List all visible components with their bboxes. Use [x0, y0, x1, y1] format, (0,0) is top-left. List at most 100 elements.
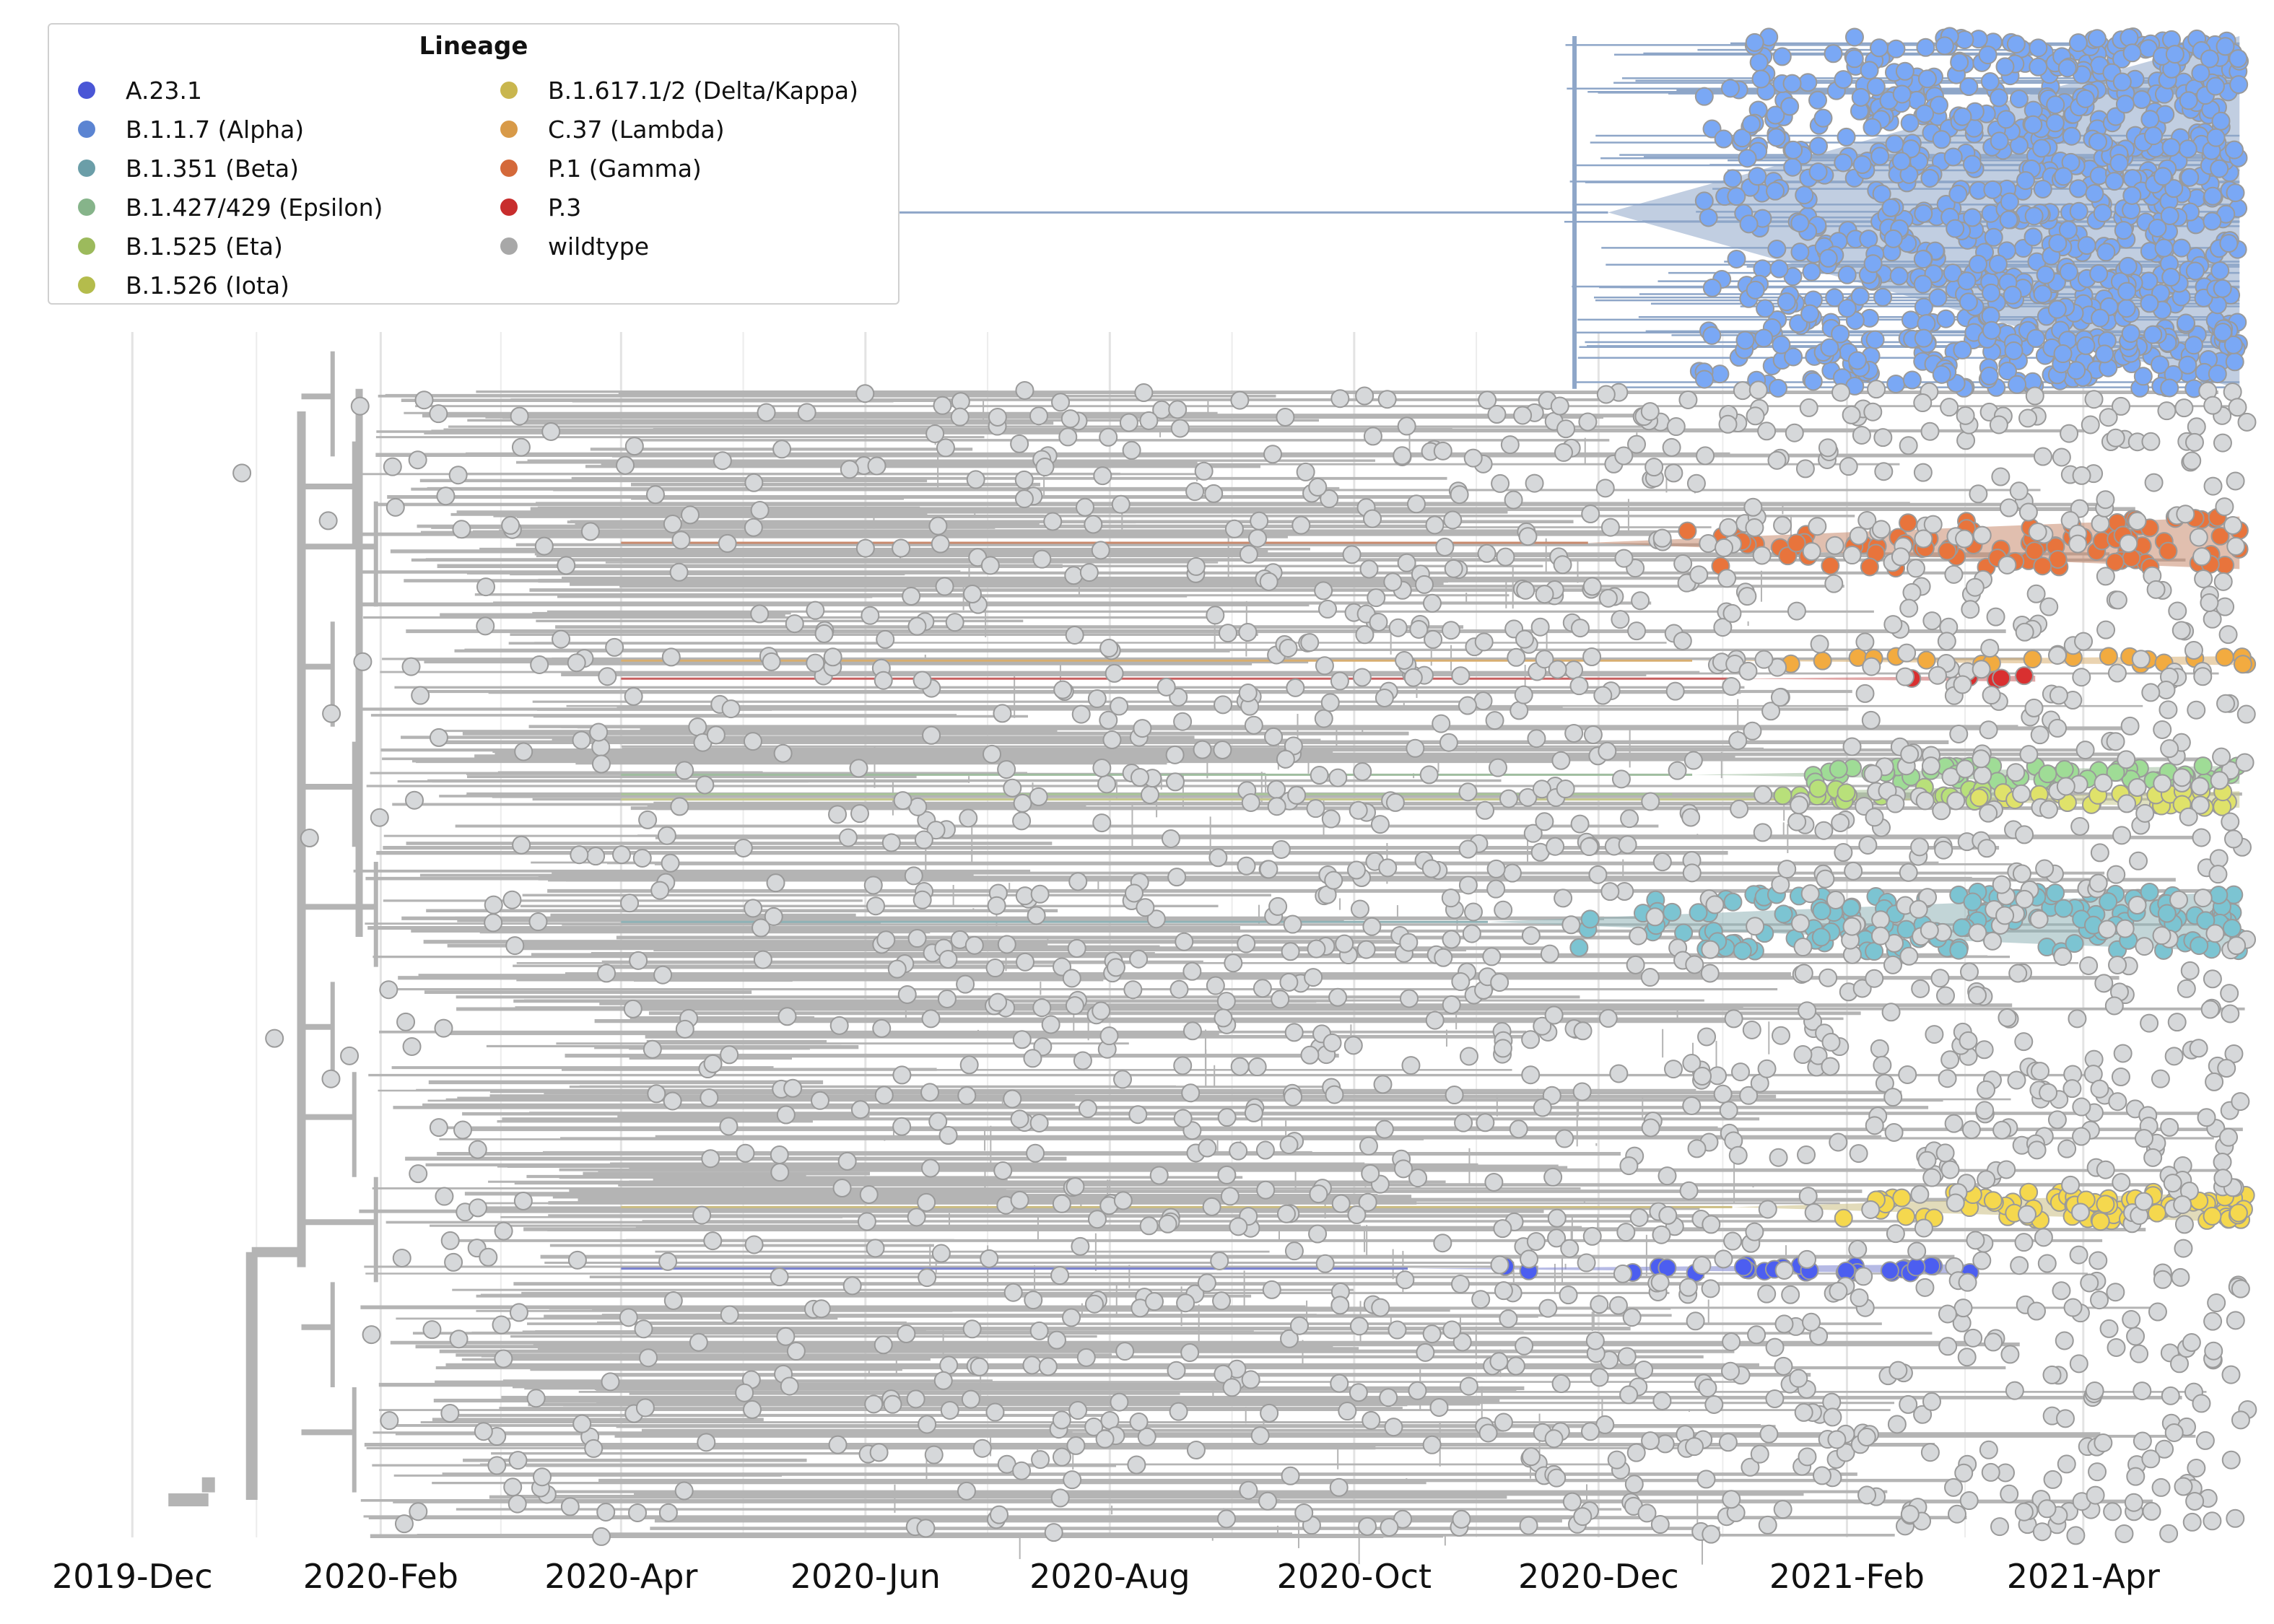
tip-point: [2096, 490, 2115, 510]
tip-point: [1519, 1516, 1538, 1535]
tip-point: [1956, 406, 1975, 425]
tip-point: [2115, 95, 2135, 114]
x-tick-label: 2019-Dec: [52, 1557, 213, 1596]
tip-point: [557, 556, 576, 575]
tip-point: [772, 440, 792, 459]
tip-point: [1757, 422, 1777, 441]
tip-point: [1887, 1415, 1907, 1434]
tip-point: [1416, 1343, 1435, 1362]
tip-point: [874, 1086, 894, 1105]
tip-point: [925, 424, 945, 443]
tip-point: [1920, 422, 1940, 441]
tip-point: [1946, 791, 1966, 811]
tip-point: [1331, 1194, 1351, 1213]
tip-point: [2109, 154, 2129, 173]
tip-point: [983, 744, 1002, 764]
tip-point: [2233, 655, 2252, 674]
tip-point: [2236, 704, 2256, 724]
tip-point: [505, 936, 525, 956]
tip-point: [1921, 756, 1940, 776]
tip-point: [512, 835, 531, 855]
tip-point: [2063, 1298, 2083, 1317]
tip-point: [1772, 335, 1791, 354]
legend-label: B.1.1.7 (Alpha): [126, 115, 305, 144]
tip-point: [1769, 1148, 1788, 1167]
tip-point: [1308, 1224, 1328, 1244]
tip-point: [1555, 1129, 1574, 1148]
tip-point: [1995, 906, 2015, 925]
tip-point: [2155, 1439, 2174, 1459]
tip-point: [1590, 1295, 1609, 1314]
tip-point: [1977, 1080, 1996, 1099]
tip-point: [1486, 879, 1506, 899]
tip-point: [1424, 629, 1443, 649]
tip-point: [1583, 725, 1603, 744]
tip-point: [2112, 1173, 2131, 1192]
tip-point: [1078, 1099, 1097, 1119]
tip-point: [2014, 1502, 2034, 1522]
tip-point: [2048, 645, 2068, 665]
tip-point: [1535, 650, 1554, 669]
tip-point: [1330, 671, 1349, 691]
tip-point: [1380, 1517, 1399, 1537]
tip-point: [1874, 462, 1894, 481]
tip-point: [872, 1018, 892, 1038]
tip-point: [2203, 1311, 2223, 1331]
tip-point: [1789, 1368, 1808, 1388]
tip-point: [1582, 1226, 1602, 1246]
tip-point: [1923, 515, 1943, 534]
tip-point: [2160, 739, 2179, 759]
tip-point: [1932, 364, 1951, 384]
tip-point: [918, 1415, 937, 1434]
tip-point: [1217, 1108, 1237, 1127]
tip-point: [1913, 463, 1933, 482]
tip-point: [265, 1029, 284, 1048]
tip-point: [881, 833, 901, 852]
tip-point: [1989, 88, 2008, 108]
tip-point: [2210, 261, 2230, 280]
tip-point: [2124, 1493, 2143, 1512]
tip-point: [1831, 324, 1850, 344]
tip-point: [1743, 497, 1763, 517]
tip-point: [1422, 1324, 1442, 1344]
tip-point: [1210, 1251, 1229, 1270]
tip-point: [1581, 505, 1600, 524]
tip-point: [850, 1100, 870, 1119]
tip-point: [2164, 1423, 2184, 1442]
tip-point: [1873, 428, 1893, 448]
tip-point: [1959, 1491, 1979, 1511]
tip-point: [1370, 815, 1390, 834]
tip-point: [1930, 969, 1950, 988]
tip-point: [632, 848, 652, 868]
tip-point: [1922, 611, 1942, 631]
tip-point: [385, 497, 405, 517]
tip-point: [785, 614, 804, 634]
tip-point: [2223, 515, 2243, 535]
tip-point: [1957, 271, 1977, 291]
tip-point: [762, 652, 781, 671]
tip-point: [1130, 768, 1149, 787]
tip-point: [1837, 127, 1856, 147]
tip-point: [2105, 552, 2125, 572]
tip-point: [2173, 1195, 2192, 1215]
tip-point: [1996, 110, 2016, 129]
tip-point: [733, 838, 753, 857]
tip-point: [1043, 512, 1063, 531]
tip-point: [2004, 341, 2023, 360]
tip-point: [2176, 505, 2195, 524]
tip-point: [1743, 721, 1762, 741]
tip-point: [1320, 693, 1340, 712]
tip-point: [2215, 647, 2234, 667]
tip-point: [1450, 485, 1469, 505]
tip-point: [1544, 1005, 1564, 1025]
tip-point: [1896, 667, 1915, 686]
tip-point: [1899, 946, 1919, 966]
tip-point: [2140, 294, 2159, 313]
tip-point: [1585, 1331, 1605, 1350]
tip-point: [921, 1158, 941, 1178]
tip-point: [1886, 374, 1906, 393]
tip-point: [2111, 396, 2130, 416]
tip-point: [1544, 1429, 1564, 1449]
tip-point: [1900, 745, 1920, 764]
